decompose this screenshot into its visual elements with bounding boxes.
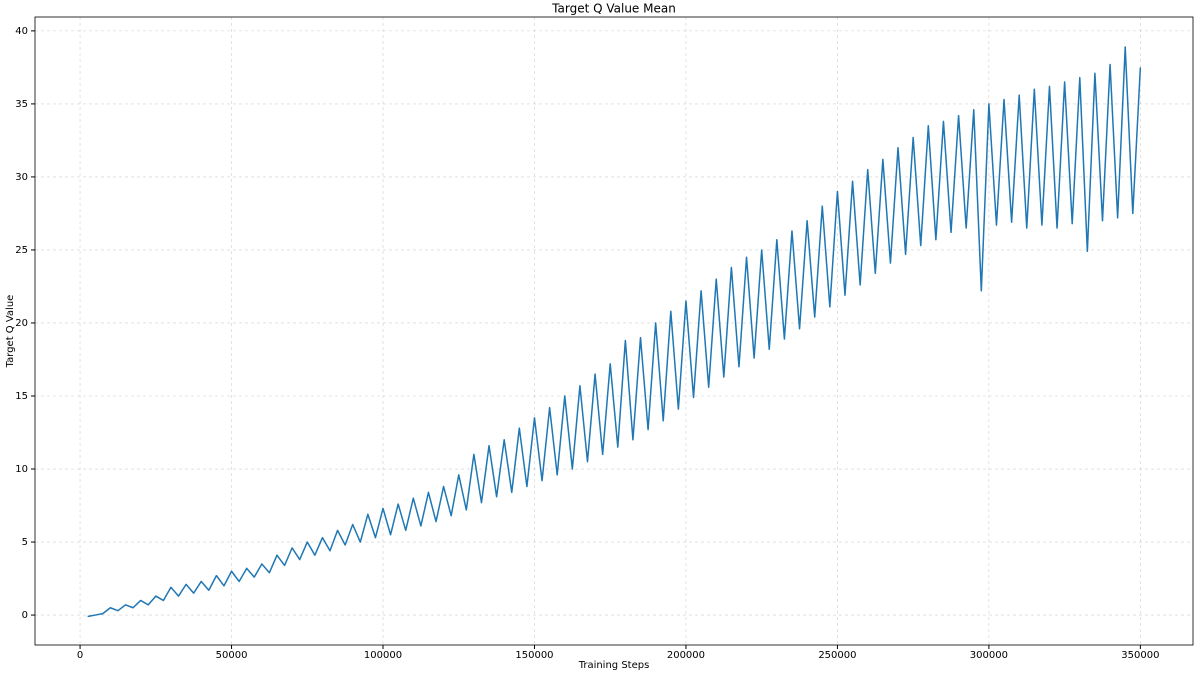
x-axis-label: Training Steps bbox=[578, 660, 650, 671]
x-tick-label: 200000 bbox=[667, 650, 705, 661]
y-tick-label: 0 bbox=[22, 610, 28, 621]
x-tick-label: 50000 bbox=[216, 650, 248, 661]
y-tick-label: 25 bbox=[15, 245, 28, 256]
x-tick-label: 100000 bbox=[364, 650, 402, 661]
y-tick-label: 35 bbox=[15, 99, 28, 110]
data-line bbox=[87, 46, 1142, 618]
y-tick-label: 5 bbox=[22, 537, 28, 548]
x-tick-label: 300000 bbox=[970, 650, 1008, 661]
y-tick-label: 15 bbox=[15, 391, 28, 402]
y-tick-label: 20 bbox=[15, 318, 28, 329]
x-tick-label: 0 bbox=[77, 650, 83, 661]
x-tick-label: 350000 bbox=[1121, 650, 1159, 661]
y-tick-label: 40 bbox=[15, 26, 28, 37]
plot-frame bbox=[34, 16, 1194, 646]
y-tick-label: 30 bbox=[15, 172, 28, 183]
x-tick-label: 150000 bbox=[515, 650, 553, 661]
y-axis-label: Target Q Value bbox=[5, 295, 16, 369]
chart-title: Target Q Value Mean bbox=[551, 2, 676, 16]
x-tick-label: 250000 bbox=[818, 650, 856, 661]
y-tick-label: 10 bbox=[15, 464, 28, 475]
